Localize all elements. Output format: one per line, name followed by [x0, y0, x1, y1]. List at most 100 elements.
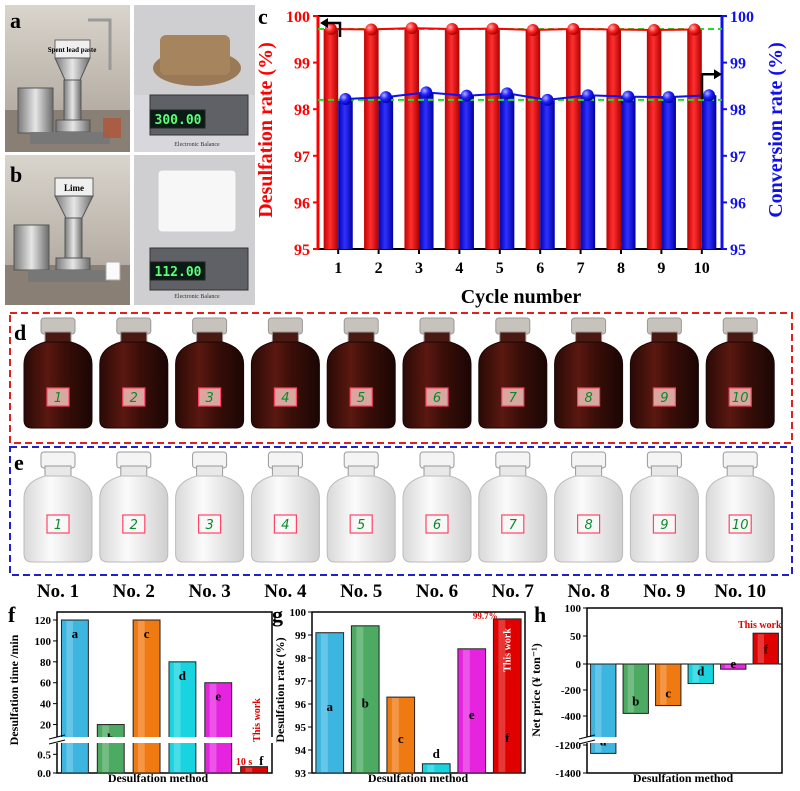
chart-f-bar-highlight	[209, 683, 217, 772]
chart-g-bar-highlight	[391, 698, 399, 772]
chart-f-bar-highlight	[245, 767, 253, 772]
photo-panel-b-balance: 112.00 Electronic Balance	[134, 155, 255, 305]
panel-letter-e: e	[14, 450, 24, 475]
bottle-caption: No. 8	[567, 581, 609, 602]
chart-g-tick-label: 94	[295, 745, 307, 757]
chart-c-right-arrowhead	[714, 69, 722, 80]
chart-c-x-tick-label: 4	[455, 260, 463, 277]
chart-f-tick-label: 0.5	[37, 749, 51, 761]
bottle-label-tag	[728, 387, 752, 407]
bottle-label-e: 9	[660, 518, 668, 533]
bottle-neck	[575, 465, 603, 477]
bottle-body	[99, 341, 169, 429]
chart-h-tick-label: -400	[561, 711, 582, 723]
chart-c-left-ylabel: Desulfation rate (%)	[255, 42, 277, 218]
chart-f-tick-label: 20	[40, 720, 52, 732]
bottle-label-tag	[425, 387, 449, 407]
bottle-neck	[726, 465, 754, 477]
chart-h-bar	[752, 632, 779, 665]
chart-h-tick-label: 100	[565, 603, 582, 615]
chart-g-tick-label: 97	[295, 676, 307, 688]
chart-h-bar-highlight	[595, 665, 602, 753]
chart-c-point-desulfation	[607, 23, 620, 36]
chart-f-bar-highlight	[102, 725, 109, 772]
bottle-label-d: 4	[281, 391, 289, 406]
chart-c-point-desulfation	[648, 23, 661, 36]
chart-h-xlabel: Desulfation method	[633, 771, 734, 785]
chart-c-point-conversion	[541, 93, 554, 106]
chart-h-bar-highlight	[692, 665, 699, 683]
chart-f-bar-highlight	[137, 621, 145, 772]
chart-h-bar	[622, 663, 649, 714]
chart-h-bar-highlight	[725, 665, 732, 669]
photo-panel-b: Lime	[5, 155, 130, 305]
chart-g-bar	[386, 696, 416, 774]
panel-e-frame	[9, 446, 793, 576]
chart-c-point-desulfation	[567, 23, 580, 36]
chart-c-bar-conversion	[580, 95, 596, 249]
chart-h-bar	[720, 663, 747, 670]
chart-f-bar	[240, 766, 269, 774]
chart-f-bar-label: e	[215, 689, 221, 704]
chart-f-bar-label: d	[179, 668, 187, 683]
chart-c-bar-desulfation	[566, 29, 581, 249]
chart-c-bar-conversion	[621, 96, 636, 249]
chart-c-bar-desulfation	[323, 29, 339, 249]
bottle-label-e: 2	[130, 518, 138, 533]
chart-h-bar-label: c	[665, 686, 671, 701]
balance-display-b: 112.00	[155, 265, 202, 280]
panel-letter-f: f	[8, 602, 16, 627]
bottle-label-tag	[728, 514, 752, 534]
chart-c-bar-desulfation	[687, 29, 702, 249]
chart-f-tick-label: 100	[35, 636, 52, 648]
chart-c-point-conversion	[703, 89, 716, 102]
chart-c-x-tick-label: 3	[415, 260, 423, 277]
bottle-caption: No. 4	[264, 581, 307, 602]
bottle-label-e: 1	[54, 518, 62, 533]
chart-g-xlabel: Desulfation method	[368, 771, 469, 785]
bottle-neck	[196, 465, 224, 477]
panel-letter-d: d	[14, 320, 26, 345]
chart-f-frame	[56, 611, 273, 774]
chart-g-bar	[457, 648, 487, 774]
chart-f-bar	[60, 619, 89, 774]
bottle-body	[250, 341, 320, 429]
chart-c-x-tick-label: 9	[657, 260, 665, 277]
bottle-caption: No. 6	[416, 581, 458, 602]
bottle-label-d: 6	[433, 391, 441, 406]
chart-c-left-tick-label: 99	[294, 56, 310, 73]
chart-f-bar	[168, 661, 197, 774]
chart-g-frame	[311, 611, 526, 774]
chart-c-point-desulfation	[486, 22, 499, 35]
bottle-white	[705, 451, 775, 563]
bottle-label-tag	[501, 514, 525, 534]
chart-c-right-tick-label: 97	[730, 149, 746, 166]
chart-h-tick-label: -1200	[555, 740, 581, 752]
bottle-body	[175, 341, 245, 429]
chart-c-right-tick-label: 95	[730, 242, 746, 259]
bottle-label-tag	[349, 514, 373, 534]
chart-h-tick-label: -200	[561, 685, 582, 697]
bottle-label-d: 2	[130, 391, 138, 406]
chart-g-bar-label: d	[433, 746, 441, 761]
panel-letter-a: a	[10, 8, 21, 33]
chart-f-break-mark	[48, 734, 66, 740]
chart-c-x-tick-label: 5	[496, 260, 504, 277]
chart-f-break-mark	[48, 739, 66, 745]
chart-f-tick-label: 80	[40, 657, 52, 669]
bottle-neck	[499, 465, 527, 477]
panel-letter-c: c	[258, 4, 268, 29]
chart-c-line-desulfation	[330, 27, 695, 31]
bottle-neck	[423, 331, 451, 343]
chart-g-bar-label: f	[505, 730, 510, 745]
bottle-caption: No. 3	[188, 581, 230, 602]
chart-h-bar-highlight	[627, 665, 634, 713]
bottle-neck	[120, 465, 148, 477]
chart-g-tick-label: 100	[290, 607, 307, 619]
bottle-caption: No. 1	[37, 581, 79, 602]
chart-g-bar-highlight	[320, 633, 328, 772]
bottle-dark	[99, 317, 169, 429]
bottle-row-e: 1 2 3 4 5 6 7 8 9 10	[23, 451, 775, 563]
chart-c-bar-desulfation	[606, 29, 621, 249]
